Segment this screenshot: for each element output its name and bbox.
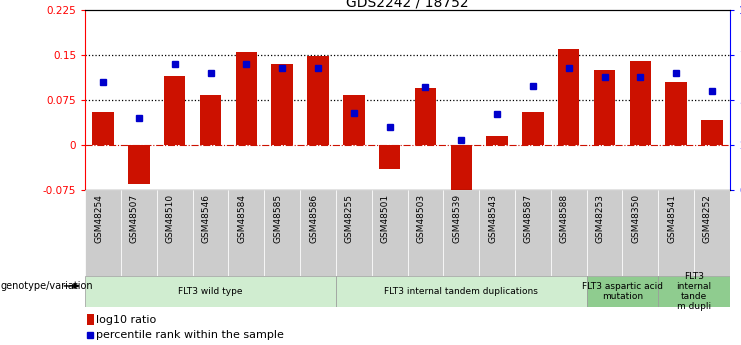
Bar [551, 190, 587, 276]
Text: genotype/variation: genotype/variation [1, 281, 93, 291]
Bar [443, 190, 479, 276]
Text: GSM48588: GSM48588 [559, 194, 569, 243]
Text: FLT3 aspartic acid
mutation: FLT3 aspartic acid mutation [582, 282, 663, 301]
Text: GSM48587: GSM48587 [524, 194, 533, 243]
Bar [228, 190, 265, 276]
Text: GSM48541: GSM48541 [667, 194, 676, 243]
Bar [85, 276, 336, 307]
Bar [701, 120, 722, 145]
Bar [336, 190, 372, 276]
Text: log10 ratio: log10 ratio [96, 315, 157, 325]
Text: GSM48254: GSM48254 [94, 194, 103, 243]
Bar [479, 190, 515, 276]
Text: GSM48584: GSM48584 [237, 194, 246, 243]
Bar [415, 88, 436, 145]
Text: GSM48501: GSM48501 [381, 194, 390, 243]
Bar [451, 145, 472, 196]
Text: GSM48253: GSM48253 [596, 194, 605, 243]
Bar [87, 314, 94, 325]
Bar [522, 112, 544, 145]
Text: GSM48507: GSM48507 [130, 194, 139, 243]
Bar [164, 76, 185, 145]
Text: FLT3
internal
tande
m dupli: FLT3 internal tande m dupli [677, 273, 711, 310]
Bar [587, 190, 622, 276]
Text: GSM48503: GSM48503 [416, 194, 425, 243]
Bar [515, 190, 551, 276]
Bar [236, 52, 257, 145]
Bar [200, 95, 222, 145]
Bar [658, 276, 730, 307]
Bar [558, 49, 579, 145]
Bar [121, 190, 157, 276]
Bar [300, 190, 336, 276]
Bar [128, 145, 150, 184]
Bar [343, 95, 365, 145]
Text: FLT3 internal tandem duplications: FLT3 internal tandem duplications [385, 287, 538, 296]
Bar [271, 64, 293, 145]
Text: GSM48539: GSM48539 [452, 194, 461, 243]
Bar [594, 70, 615, 145]
Text: GSM48255: GSM48255 [345, 194, 354, 243]
Bar [157, 190, 193, 276]
Bar [622, 190, 658, 276]
Text: GSM48350: GSM48350 [631, 194, 640, 243]
Text: GSM48546: GSM48546 [202, 194, 210, 243]
Bar [372, 190, 408, 276]
Bar [408, 190, 443, 276]
Bar [308, 56, 329, 145]
Bar [486, 136, 508, 145]
Bar [93, 112, 114, 145]
Bar [630, 61, 651, 145]
Text: GSM48543: GSM48543 [488, 194, 497, 243]
Bar [658, 190, 694, 276]
Text: GSM48510: GSM48510 [166, 194, 175, 243]
Bar [587, 276, 658, 307]
Bar [193, 190, 228, 276]
Bar [694, 190, 730, 276]
Bar [379, 145, 400, 169]
Bar [265, 190, 300, 276]
Bar [336, 276, 587, 307]
Bar [665, 82, 687, 145]
Text: GSM48586: GSM48586 [309, 194, 318, 243]
Bar [85, 190, 121, 276]
Text: FLT3 wild type: FLT3 wild type [179, 287, 243, 296]
Title: GDS2242 / 18752: GDS2242 / 18752 [346, 0, 469, 9]
Text: GSM48585: GSM48585 [273, 194, 282, 243]
Text: GSM48252: GSM48252 [703, 194, 712, 243]
Text: percentile rank within the sample: percentile rank within the sample [96, 330, 285, 340]
